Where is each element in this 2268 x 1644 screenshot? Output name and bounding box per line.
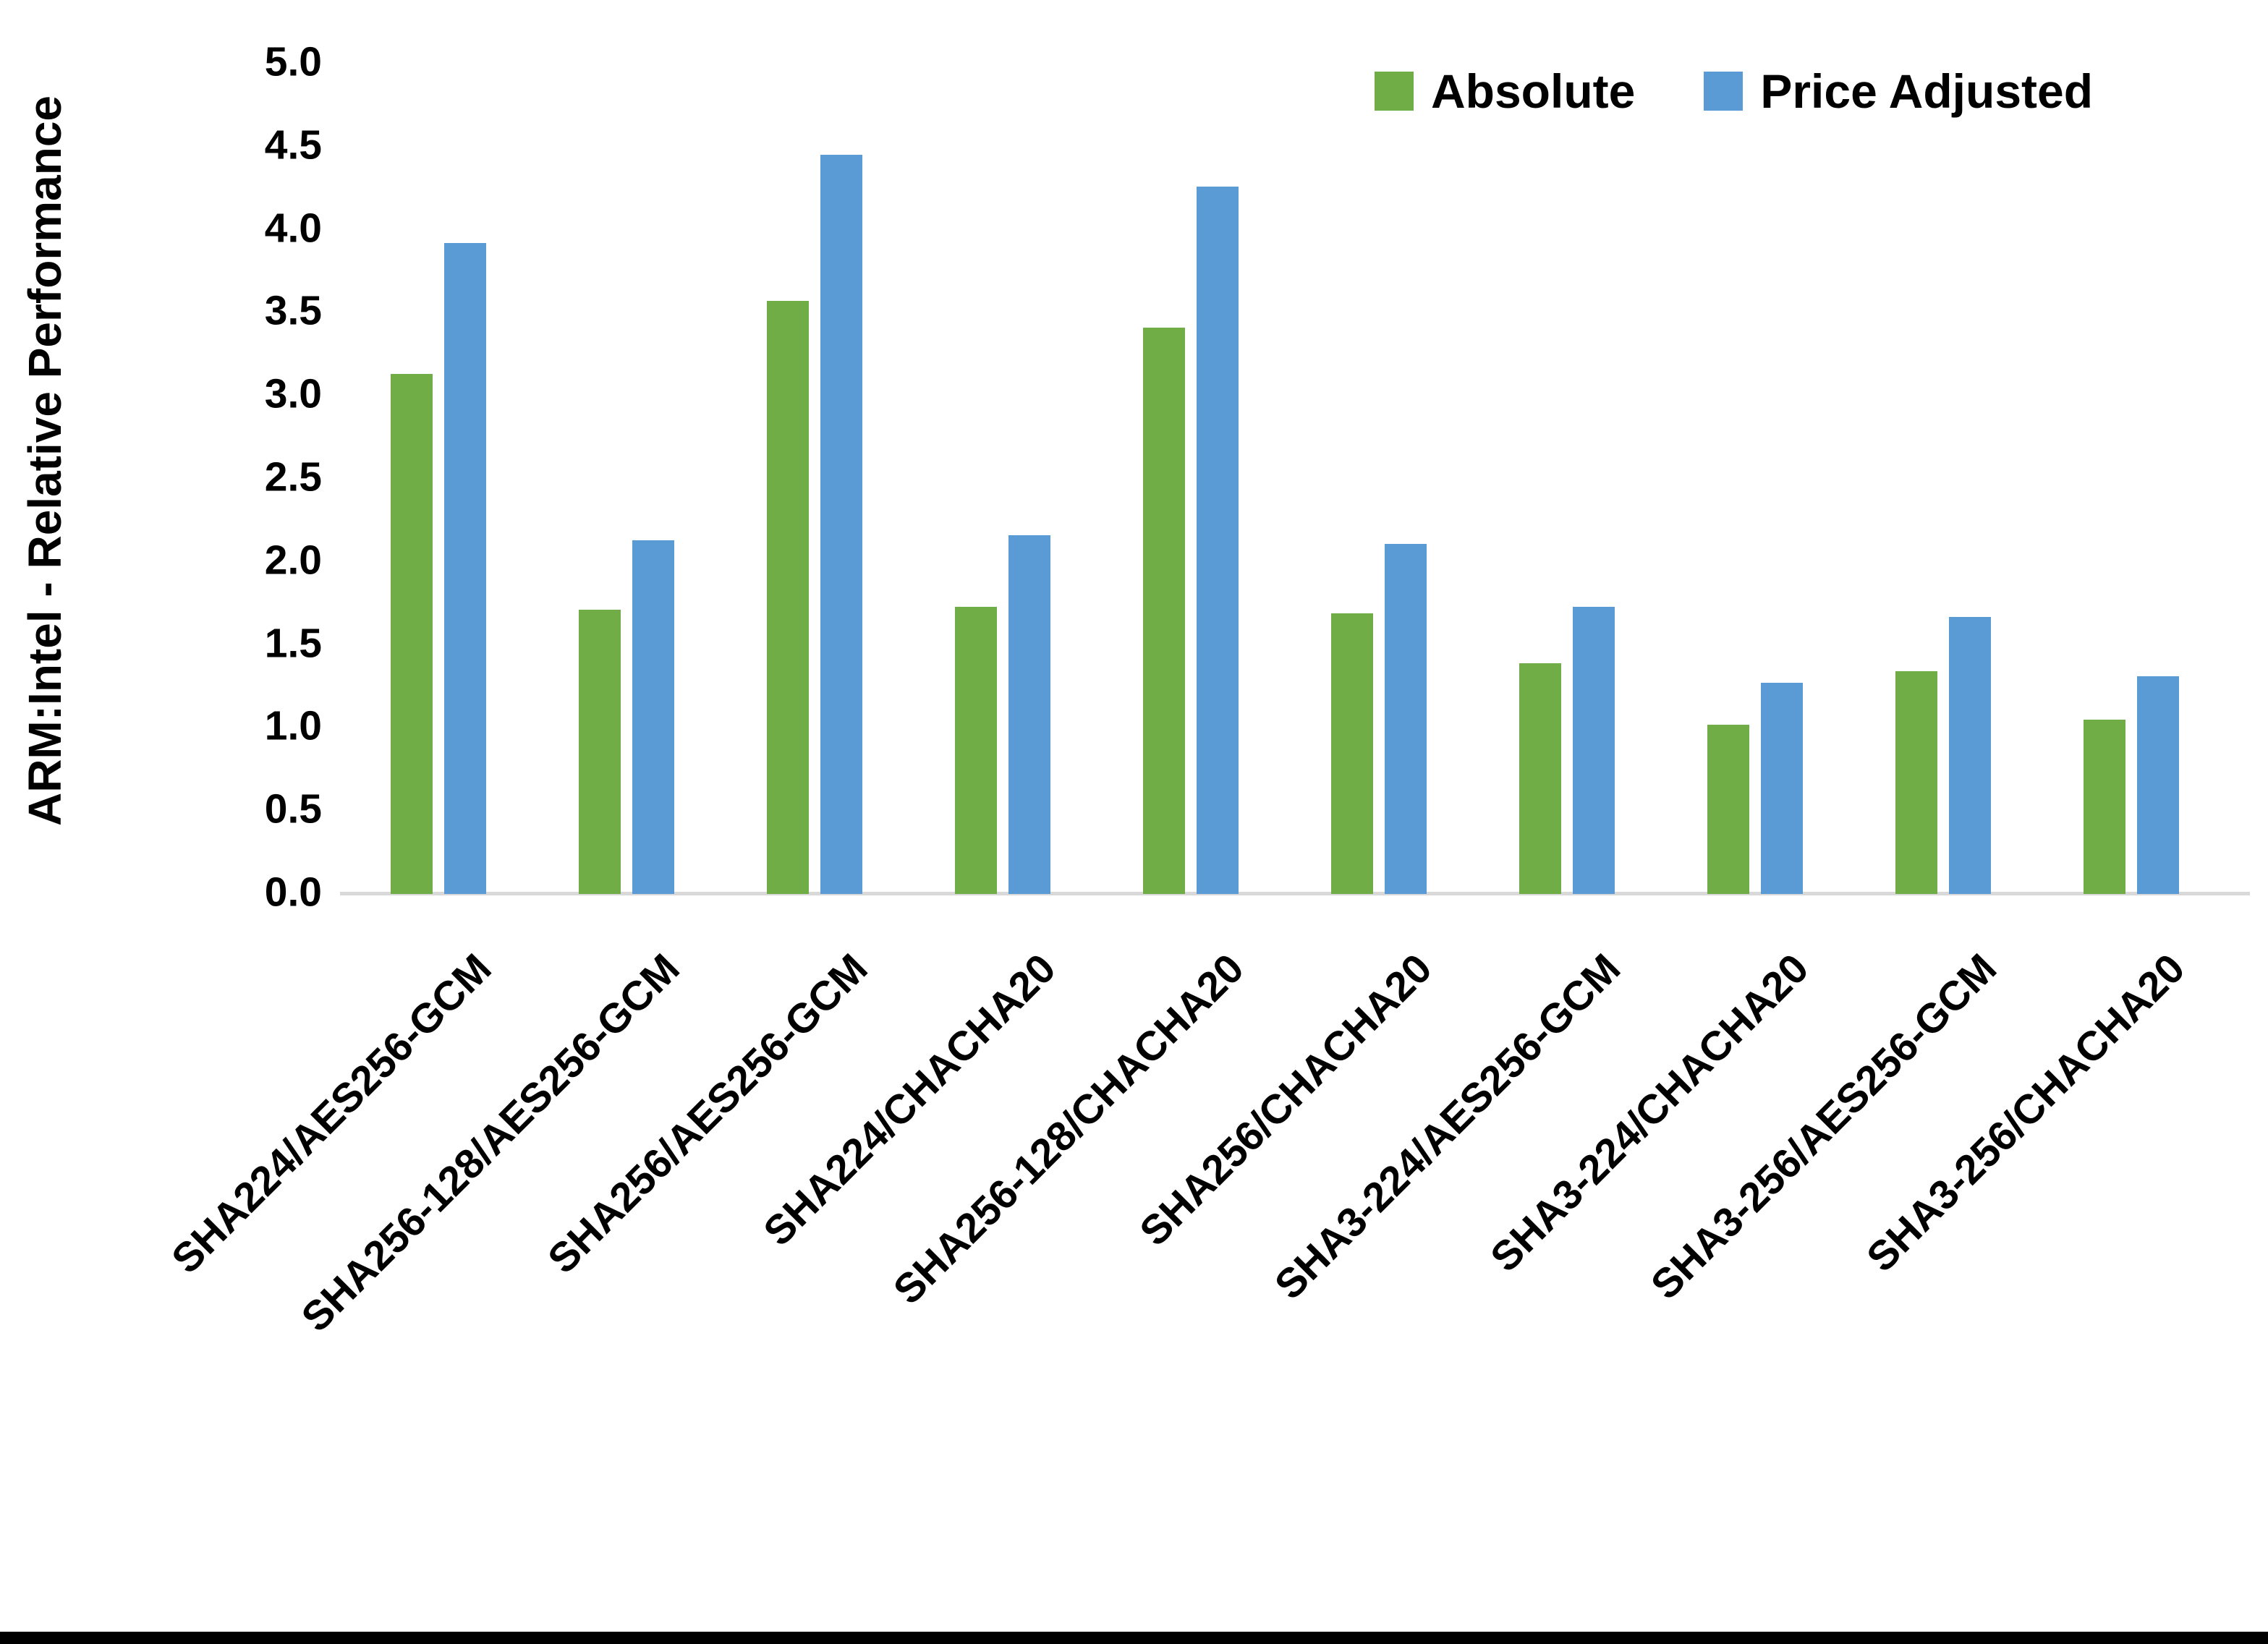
- bar-price-adjusted: [1949, 617, 1991, 894]
- x-category-label: SHA3-224/CHACHA20: [1481, 945, 1817, 1281]
- x-category-label: SHA256-128/CHACHA20: [885, 945, 1253, 1313]
- bar-price-adjusted: [1761, 683, 1803, 894]
- legend-swatch-icon: [1375, 72, 1414, 111]
- y-tick-label: 5.0: [264, 38, 322, 85]
- bar-absolute: [1895, 671, 1937, 894]
- x-category-label: SHA3-256/AES256-GCM: [1641, 945, 2005, 1308]
- bar-price-adjusted: [1008, 535, 1050, 894]
- bar-absolute: [579, 610, 621, 894]
- y-tick-label: 0.0: [264, 869, 322, 916]
- y-tick-label: 1.0: [264, 702, 322, 749]
- x-category-label: SHA256-128/AES256-GCM: [292, 945, 689, 1341]
- bar-price-adjusted: [820, 155, 862, 894]
- bar-absolute: [1143, 328, 1185, 894]
- x-category-label: SHA224/AES256-GCM: [163, 945, 501, 1283]
- x-category-label: SHA3-224/AES256-GCM: [1265, 945, 1629, 1308]
- legend-item-absolute: Absolute: [1375, 64, 1635, 119]
- legend-item-price-adjusted: Price Adjusted: [1704, 64, 2093, 119]
- y-tick-label: 2.0: [264, 537, 322, 584]
- bar-absolute: [1519, 663, 1561, 894]
- bar-absolute: [391, 374, 433, 894]
- x-axis-line: [340, 892, 2250, 895]
- bar-price-adjusted: [1197, 187, 1239, 894]
- bar-absolute: [2084, 720, 2125, 894]
- y-tick-label: 1.5: [264, 619, 322, 666]
- legend-label: Absolute: [1431, 64, 1636, 118]
- bar-absolute: [1707, 725, 1749, 894]
- bottom-border: [0, 1632, 2268, 1644]
- y-tick-label: 0.5: [264, 785, 322, 832]
- x-category-label: SHA256/AES256-GCM: [539, 945, 877, 1283]
- y-tick-label: 2.5: [264, 453, 322, 501]
- legend-label: Price Adjusted: [1760, 64, 2094, 118]
- legend: Absolute Price Adjusted: [1375, 64, 2093, 119]
- legend-swatch-icon: [1704, 72, 1744, 111]
- y-tick-label: 3.0: [264, 370, 322, 417]
- bar-price-adjusted: [444, 243, 486, 894]
- y-tick-label: 4.0: [264, 204, 322, 251]
- bar-price-adjusted: [1385, 544, 1427, 894]
- bar-absolute: [767, 301, 809, 894]
- bar-price-adjusted: [1573, 607, 1615, 894]
- y-axis-title: ARM:Intel - Relative Performance: [19, 95, 71, 827]
- y-tick-label: 3.5: [264, 287, 322, 334]
- bar-price-adjusted: [2137, 676, 2179, 894]
- x-category-label: SHA3-256/CHACHA20: [1857, 945, 2193, 1281]
- bar-absolute: [955, 607, 997, 894]
- bar-price-adjusted: [632, 540, 674, 894]
- bar-absolute: [1331, 613, 1373, 894]
- y-tick-label: 4.5: [264, 122, 322, 169]
